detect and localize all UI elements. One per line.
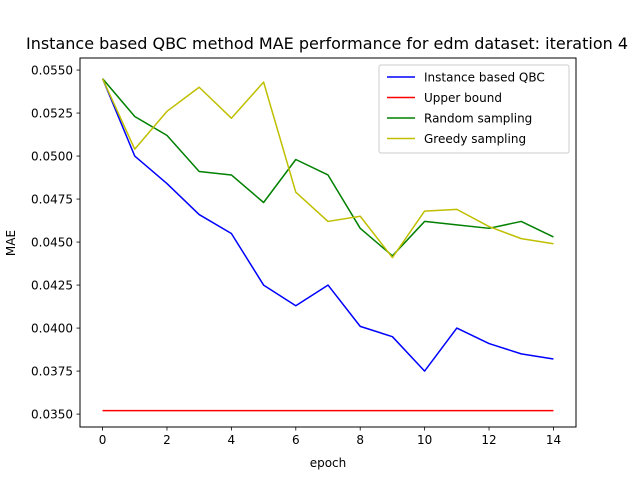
x-tick-label: 10: [417, 433, 432, 447]
x-tick-label: 2: [163, 433, 171, 447]
y-tick-label: 0.0400: [31, 322, 73, 336]
y-axis: 0.0350 0.0375 0.0400 0.0425 0.0450 0.0475 0.05…: [31, 64, 80, 422]
y-tick-label: 0.0500: [31, 150, 73, 164]
x-axis: 0 2 4 6 8 10 12 14: [99, 427, 561, 447]
legend-label: Random sampling: [424, 112, 532, 126]
x-tick-label: 8: [356, 433, 364, 447]
legend-label: Greedy sampling: [424, 132, 526, 146]
x-tick-label: 6: [292, 433, 300, 447]
x-tick-label: 0: [99, 433, 107, 447]
legend: Instance based QBC Upper bound Random samp…: [378, 64, 570, 154]
x-axis-label: epoch: [310, 456, 347, 470]
y-tick-label: 0.0375: [31, 365, 73, 379]
y-tick-label: 0.0350: [31, 408, 73, 422]
x-tick-label: 4: [228, 433, 236, 447]
y-tick-label: 0.0525: [31, 107, 73, 121]
x-tick-label: 12: [481, 433, 496, 447]
x-tick-label: 14: [546, 433, 561, 447]
series-line-0: [101, 78, 554, 372]
legend-label: Instance based QBC: [424, 71, 545, 85]
axes-frame: [79, 57, 577, 428]
y-tick-label: 0.0475: [31, 193, 73, 207]
legend-label: Upper bound: [424, 91, 502, 105]
series-line-2: [101, 78, 554, 257]
y-tick-label: 0.0450: [31, 236, 73, 250]
series-line-3: [101, 78, 554, 259]
y-tick-label: 0.0550: [31, 64, 73, 78]
chart-title: Instance based QBC method MAE performanc…: [26, 34, 628, 53]
y-axis-label: MAE: [4, 230, 18, 256]
plot-area: [101, 78, 554, 412]
y-tick-label: 0.0425: [31, 279, 73, 293]
legend-box: [378, 64, 570, 154]
